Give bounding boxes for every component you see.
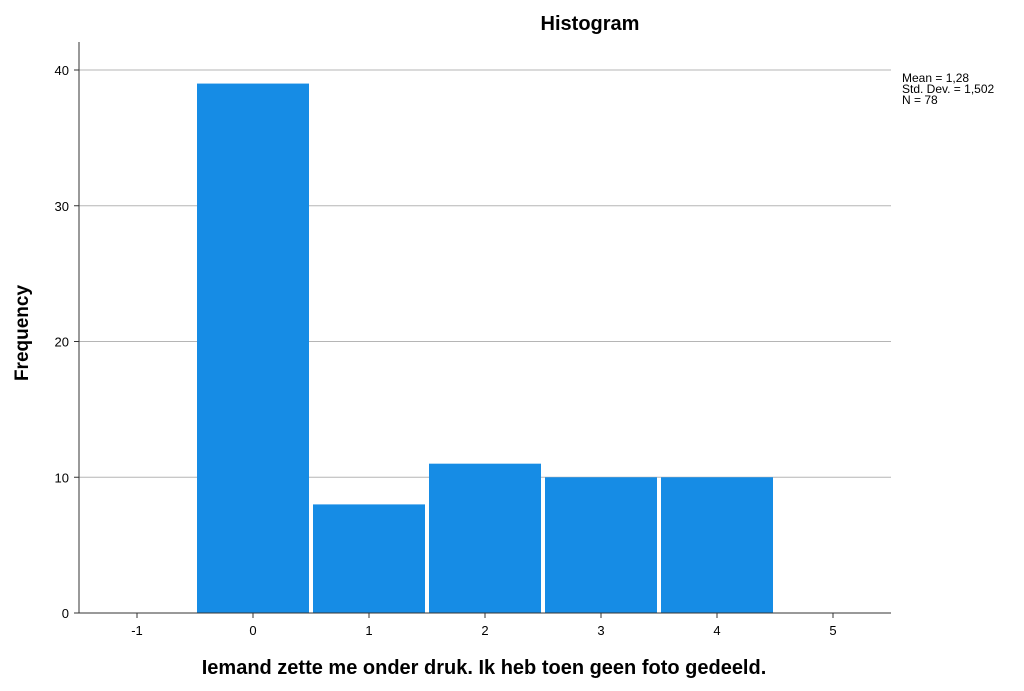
y-tick-label: 20: [55, 335, 69, 350]
stats-line: Std. Dev. = 1,502: [902, 82, 994, 96]
bars: [197, 83, 773, 613]
x-tick-label: 3: [597, 623, 604, 638]
x-tick-label: 5: [829, 623, 836, 638]
x-tick-label: 2: [481, 623, 488, 638]
x-axis-label: Iemand zette me onder druk. Ik heb toen …: [202, 657, 767, 679]
x-tick-label: 0: [249, 623, 256, 638]
x-tick-label: -1: [131, 623, 143, 638]
histogram-bar: [197, 83, 309, 613]
histogram-bar: [661, 477, 773, 613]
x-tick-label: 4: [713, 623, 720, 638]
y-tick-label: 40: [55, 63, 69, 78]
y-tick-label: 0: [62, 606, 69, 621]
histogram-bar: [429, 463, 541, 613]
x-tick-label: 1: [365, 623, 372, 638]
chart-title: Histogram: [541, 13, 640, 35]
histogram-bar: [313, 504, 425, 613]
y-axis-label: Frequency: [12, 285, 33, 382]
y-tick-label: 10: [55, 470, 69, 485]
stats-line: Mean = 1,28: [902, 71, 969, 85]
stats-line: N = 78: [902, 93, 938, 107]
y-ticks: 0 10 20 30 40: [55, 63, 79, 621]
y-tick-label: 30: [55, 199, 69, 214]
x-ticks: -1 0 1 2 3 4 5: [131, 613, 837, 638]
histogram-bar: [545, 477, 657, 613]
